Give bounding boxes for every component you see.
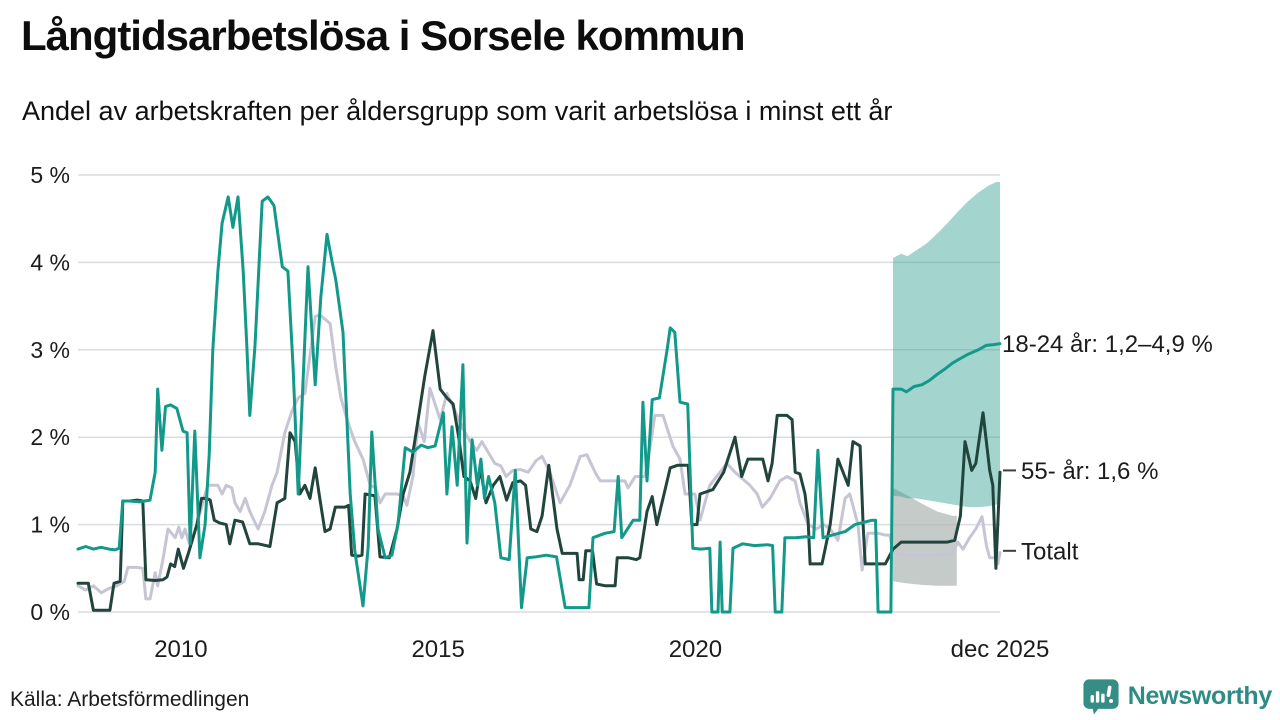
newsworthy-logo-icon xyxy=(1082,678,1120,715)
y-axis-tick-label: 4 % xyxy=(30,249,70,275)
newsworthy-brand[interactable]: Newsworthy xyxy=(1082,678,1272,715)
y-axis-tick-label: 3 % xyxy=(30,337,70,363)
page-title: Långtidsarbetslösa i Sorsele kommun xyxy=(21,12,746,59)
y-axis-tick-label: 0 % xyxy=(30,599,70,625)
x-axis-tick-label: 2020 xyxy=(669,636,722,663)
source-note: Källa: Arbetsförmedlingen xyxy=(10,688,250,711)
chart-line-18-24 år xyxy=(76,195,1002,614)
y-axis-tick-label: 2 % xyxy=(30,424,70,450)
forecast-band-prognosintervall-18-24 xyxy=(893,182,1000,508)
x-axis-tick-label: 2015 xyxy=(411,636,464,663)
x-axis-tick-label: 2010 xyxy=(154,636,207,663)
forecast-band-prognosintervall-totalt-55 xyxy=(893,487,957,586)
series-annotation: 55- år: 1,6 % xyxy=(1021,458,1158,485)
y-axis-tick-label: 1 % xyxy=(30,512,70,538)
series-annotation: 18-24 år: 1,2–4,9 % xyxy=(1002,331,1213,358)
y-axis-tick-label: 5 % xyxy=(30,162,70,188)
newsworthy-brand-text: Newsworthy xyxy=(1127,682,1273,710)
x-axis-tick-label: dec 2025 xyxy=(951,636,1050,663)
page-subtitle: Andel av arbetskraften per åldersgrupp s… xyxy=(22,96,893,126)
series-annotation: Totalt xyxy=(1021,538,1079,565)
chart-line-55- år xyxy=(76,329,1002,612)
